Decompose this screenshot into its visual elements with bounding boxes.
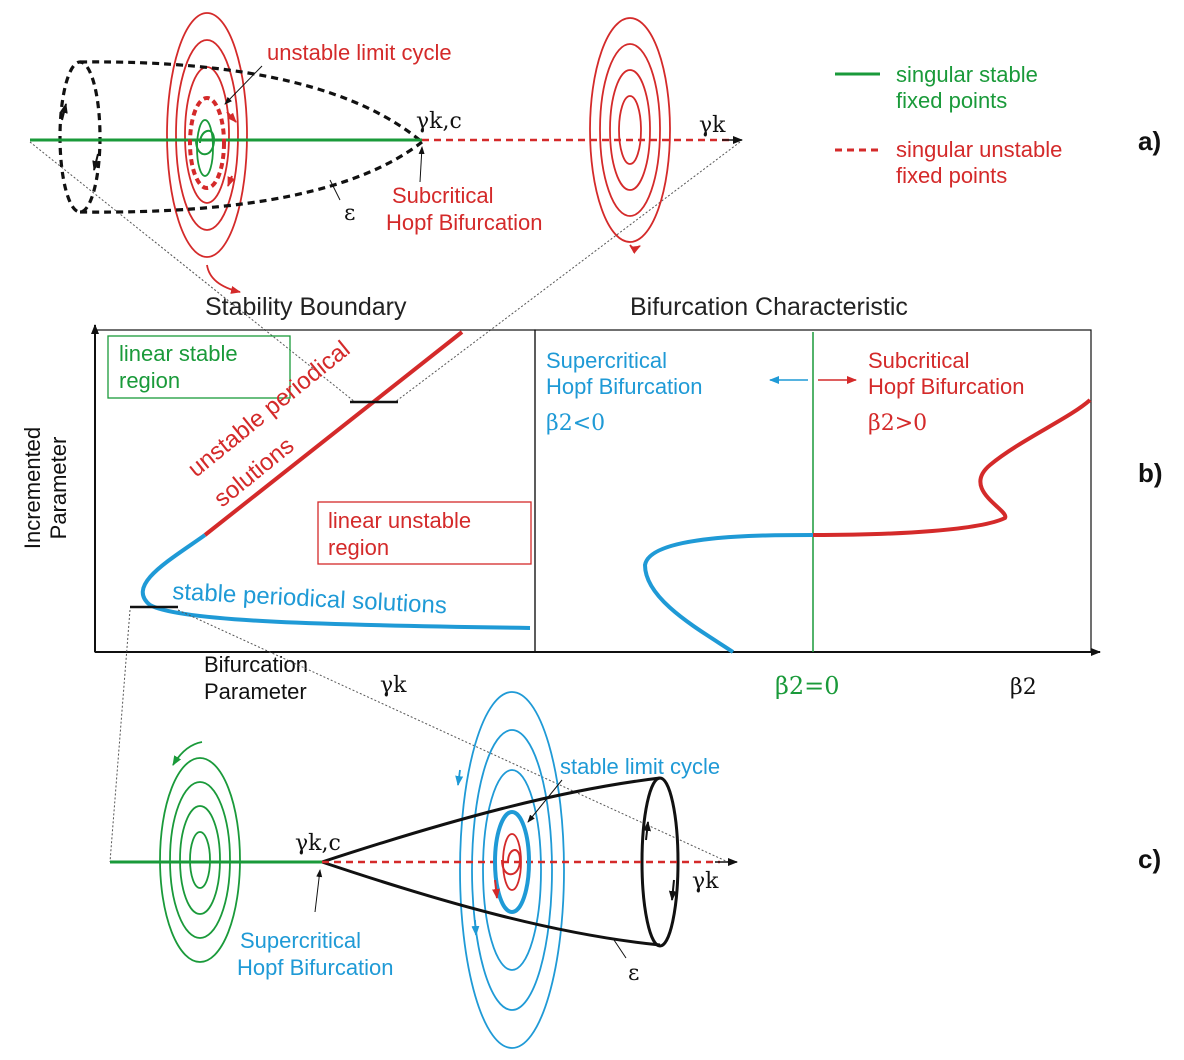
unstable-spiral-right bbox=[589, 17, 671, 254]
legend-unstable-line2: fixed points bbox=[896, 163, 1007, 188]
supercritical-condition: β2<0 bbox=[546, 411, 605, 436]
subcritical-condition: β2>0 bbox=[868, 411, 927, 436]
cone-arrow bbox=[668, 879, 677, 901]
cycle-arrow bbox=[226, 111, 237, 123]
axis-param-label: γk bbox=[692, 869, 719, 894]
connector-line bbox=[29, 141, 356, 403]
cone-arrow bbox=[643, 821, 651, 841]
epsilon-label: ε bbox=[344, 201, 355, 226]
panel-c-letter: c) bbox=[1138, 844, 1161, 874]
y-axis-label-line2: Parameter bbox=[46, 437, 71, 540]
stable-limit-cycle bbox=[493, 810, 531, 914]
pointer-line bbox=[314, 869, 323, 913]
subcritical-line1: Subcritical bbox=[868, 348, 969, 373]
connector-line bbox=[394, 141, 741, 403]
linear-unstable-box bbox=[317, 501, 532, 565]
stability-boundary-title: Stability Boundary bbox=[205, 293, 407, 321]
x-axis-label-line1: Bifurcation bbox=[204, 652, 308, 677]
linear-stable-box bbox=[107, 335, 291, 399]
legend-stable-line2: fixed points bbox=[896, 88, 1007, 113]
unstable-limit-cycle bbox=[188, 96, 226, 190]
panel-a: unstable limit cycle γk,c γk Subcritical… bbox=[29, 12, 1161, 403]
unstable-spiral-left bbox=[166, 12, 248, 294]
epsilon-label: ε bbox=[628, 961, 639, 986]
stable-spiral-left bbox=[159, 741, 241, 963]
subcritical-curve bbox=[812, 398, 1092, 537]
axis-param-label: γk bbox=[699, 113, 726, 138]
stable-limit-cycle-label: stable limit cycle bbox=[560, 754, 720, 779]
stable-spiral-right bbox=[455, 691, 565, 1049]
unstable-periodical-curve bbox=[203, 330, 464, 537]
cone-arrow bbox=[92, 153, 101, 171]
epsilon-pointer bbox=[329, 179, 341, 201]
beta-zero-label: β2=0 bbox=[775, 672, 840, 700]
x-param-label: γk bbox=[380, 673, 407, 698]
y-axis-label-line1: Incremented bbox=[20, 427, 45, 549]
linear-unstable-line2: region bbox=[328, 535, 389, 560]
hopf-label-line1: Supercritical bbox=[240, 928, 361, 953]
supercritical-line2: Hopf Bifurcation bbox=[546, 374, 703, 399]
legend-stable-line1: singular stable bbox=[896, 62, 1038, 87]
subcritical-line2: Hopf Bifurcation bbox=[868, 374, 1025, 399]
pointer-line bbox=[527, 779, 563, 823]
pointer-line bbox=[418, 146, 425, 183]
hopf-label-line2: Hopf Bifurcation bbox=[237, 955, 394, 980]
connector-line bbox=[109, 609, 131, 863]
epsilon-pointer bbox=[613, 939, 627, 959]
panel-a-letter: a) bbox=[1138, 126, 1161, 156]
supercritical-line1: Supercritical bbox=[546, 348, 667, 373]
panel-b-letter: b) bbox=[1138, 458, 1163, 488]
critical-param-label: γk,c bbox=[416, 109, 462, 134]
panel-c: stable limit cycle γk,c γk Supercritical… bbox=[109, 609, 1161, 1049]
unstable-inner-spiral bbox=[501, 849, 522, 876]
unstable-inner-spiral bbox=[502, 833, 522, 891]
pointer-line bbox=[224, 65, 263, 105]
stable-cone bbox=[321, 776, 680, 948]
connector-line bbox=[177, 609, 729, 863]
cycle-arrow bbox=[227, 175, 236, 187]
cone-arrow bbox=[59, 103, 68, 121]
hopf-label-line2: Hopf Bifurcation bbox=[386, 210, 543, 235]
stable-periodical-label: stable periodical solutions bbox=[172, 578, 448, 619]
unstable-cone bbox=[58, 60, 424, 214]
stable-inner-spiral bbox=[195, 129, 216, 156]
linear-stable-line1: linear stable bbox=[119, 341, 238, 366]
beta-axis-label: β2 bbox=[1010, 675, 1037, 700]
cycle-arrow bbox=[492, 879, 500, 899]
stable-periodical-curve bbox=[140, 533, 531, 630]
bifurcation-characteristic-title: Bifurcation Characteristic bbox=[630, 293, 908, 321]
critical-param-label: γk,c bbox=[295, 831, 341, 856]
legend-unstable-line1: singular unstable bbox=[896, 137, 1062, 162]
hopf-label-line1: Subcritical bbox=[392, 183, 493, 208]
stable-inner-spiral bbox=[196, 119, 214, 177]
supercritical-curve bbox=[642, 533, 814, 654]
unstable-limit-cycle-label: unstable limit cycle bbox=[267, 40, 452, 65]
panel-b: Stability Boundary Bifurcation Character… bbox=[20, 293, 1163, 704]
linear-unstable-line1: linear unstable bbox=[328, 508, 471, 533]
x-axis-label-line2: Parameter bbox=[204, 679, 307, 704]
linear-stable-line2: region bbox=[119, 368, 180, 393]
